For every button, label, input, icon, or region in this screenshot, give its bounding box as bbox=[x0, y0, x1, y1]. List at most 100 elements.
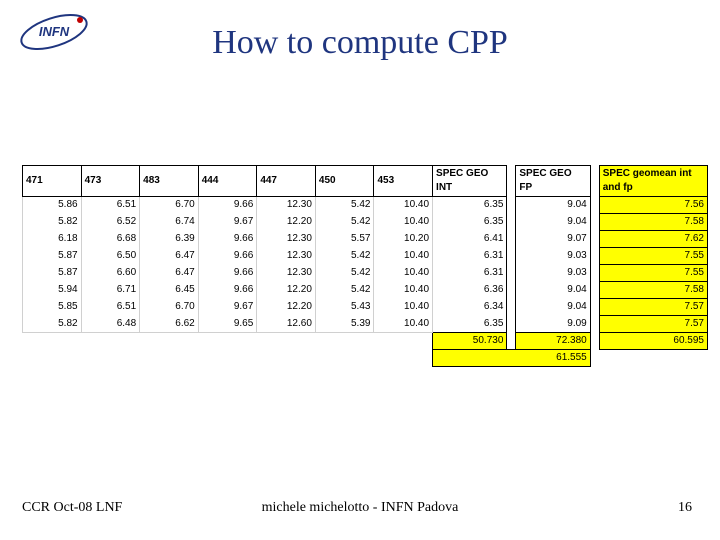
table-row: 5.876.606.479.6612.305.4210.406.319.037.… bbox=[23, 265, 708, 282]
col-header-geo-int: SPEC GEO INT bbox=[433, 166, 507, 197]
col-header-geo-fp: SPEC GEO FP bbox=[516, 166, 590, 197]
gap bbox=[315, 333, 374, 350]
sum-combined: 61.555 bbox=[433, 350, 591, 367]
table-row: 6.186.686.399.6612.305.5710.206.419.077.… bbox=[23, 231, 708, 248]
data-cell: 12.30 bbox=[257, 197, 316, 214]
gap bbox=[507, 231, 516, 248]
gap bbox=[590, 248, 599, 265]
col-header: 444 bbox=[198, 166, 257, 197]
data-cell: 9.66 bbox=[198, 231, 257, 248]
sum-both: 60.595 bbox=[599, 333, 707, 350]
data-cell: 10.20 bbox=[374, 231, 433, 248]
data-cell: 6.51 bbox=[81, 197, 140, 214]
data-cell: 6.45 bbox=[140, 282, 199, 299]
col-header: 447 bbox=[257, 166, 316, 197]
col-header-geo-both: SPEC geomean int and fp bbox=[599, 166, 707, 197]
data-cell: 10.40 bbox=[374, 265, 433, 282]
gap bbox=[507, 166, 516, 197]
data-cell: 10.40 bbox=[374, 316, 433, 333]
data-cell: 5.82 bbox=[23, 214, 82, 231]
gap bbox=[590, 333, 599, 350]
data-cell: 12.30 bbox=[257, 231, 316, 248]
slide: INFN How to compute CPP 471 473 483 444 … bbox=[0, 0, 720, 540]
gap bbox=[507, 316, 516, 333]
data-cell: 7.57 bbox=[599, 299, 707, 316]
data-cell: 6.52 bbox=[81, 214, 140, 231]
col-header: 471 bbox=[23, 166, 82, 197]
data-cell: 6.47 bbox=[140, 248, 199, 265]
data-cell: 7.56 bbox=[599, 197, 707, 214]
gap bbox=[81, 350, 140, 367]
gap bbox=[590, 231, 599, 248]
data-cell: 9.67 bbox=[198, 214, 257, 231]
table-row: 5.866.516.709.6612.305.4210.406.359.047.… bbox=[23, 197, 708, 214]
gap bbox=[590, 166, 599, 197]
col-header: 450 bbox=[315, 166, 374, 197]
table-row: 5.826.486.629.6512.605.3910.406.359.097.… bbox=[23, 316, 708, 333]
slide-title: How to compute CPP bbox=[0, 24, 720, 62]
gap bbox=[507, 299, 516, 316]
gap bbox=[23, 350, 82, 367]
data-cell: 6.48 bbox=[81, 316, 140, 333]
data-cell: 12.20 bbox=[257, 299, 316, 316]
data-cell: 10.40 bbox=[374, 299, 433, 316]
data-cell: 9.07 bbox=[516, 231, 590, 248]
gap bbox=[198, 350, 257, 367]
data-cell: 12.20 bbox=[257, 214, 316, 231]
data-cell: 6.35 bbox=[433, 316, 507, 333]
data-cell: 7.57 bbox=[599, 316, 707, 333]
col-header: 453 bbox=[374, 166, 433, 197]
data-cell: 5.43 bbox=[315, 299, 374, 316]
data-cell: 6.60 bbox=[81, 265, 140, 282]
data-cell: 9.09 bbox=[516, 316, 590, 333]
gap bbox=[507, 214, 516, 231]
col-header: 483 bbox=[140, 166, 199, 197]
data-cell: 12.60 bbox=[257, 316, 316, 333]
data-cell: 6.74 bbox=[140, 214, 199, 231]
data-cell: 6.18 bbox=[23, 231, 82, 248]
footer-mid: michele michelotto - INFN Padova bbox=[0, 500, 720, 516]
data-cell: 6.51 bbox=[81, 299, 140, 316]
gap bbox=[198, 333, 257, 350]
data-cell: 6.31 bbox=[433, 248, 507, 265]
gap bbox=[374, 333, 433, 350]
data-cell: 7.55 bbox=[599, 248, 707, 265]
data-cell: 6.35 bbox=[433, 197, 507, 214]
data-cell: 9.04 bbox=[516, 214, 590, 231]
data-cell: 9.67 bbox=[198, 299, 257, 316]
footer-page: 16 bbox=[678, 500, 692, 516]
data-cell: 10.40 bbox=[374, 197, 433, 214]
data-cell: 6.35 bbox=[433, 214, 507, 231]
data-cell: 5.39 bbox=[315, 316, 374, 333]
data-cell: 6.41 bbox=[433, 231, 507, 248]
gap bbox=[590, 316, 599, 333]
data-cell: 10.40 bbox=[374, 248, 433, 265]
table-row: 5.946.716.459.6612.205.4210.406.369.047.… bbox=[23, 282, 708, 299]
gap bbox=[590, 282, 599, 299]
sum-row-2: 61.555 bbox=[23, 350, 708, 367]
table-row: 5.826.526.749.6712.205.4210.406.359.047.… bbox=[23, 214, 708, 231]
data-cell: 5.42 bbox=[315, 265, 374, 282]
sum-fp: 72.380 bbox=[516, 333, 590, 350]
data-cell: 7.55 bbox=[599, 265, 707, 282]
gap bbox=[599, 350, 707, 367]
gap bbox=[507, 248, 516, 265]
header-row: 471 473 483 444 447 450 453 SPEC GEO INT… bbox=[23, 166, 708, 197]
data-cell: 5.85 bbox=[23, 299, 82, 316]
data-cell: 9.03 bbox=[516, 248, 590, 265]
data-cell: 9.66 bbox=[198, 248, 257, 265]
gap bbox=[507, 282, 516, 299]
data-cell: 12.30 bbox=[257, 248, 316, 265]
gap bbox=[315, 350, 374, 367]
data-cell: 6.68 bbox=[81, 231, 140, 248]
gap bbox=[507, 197, 516, 214]
gap bbox=[590, 299, 599, 316]
data-cell: 12.20 bbox=[257, 282, 316, 299]
gap bbox=[590, 214, 599, 231]
gap bbox=[590, 197, 599, 214]
table-row: 5.876.506.479.6612.305.4210.406.319.037.… bbox=[23, 248, 708, 265]
gap bbox=[374, 350, 433, 367]
data-cell: 5.94 bbox=[23, 282, 82, 299]
gap bbox=[590, 350, 599, 367]
table-row: 5.856.516.709.6712.205.4310.406.349.047.… bbox=[23, 299, 708, 316]
